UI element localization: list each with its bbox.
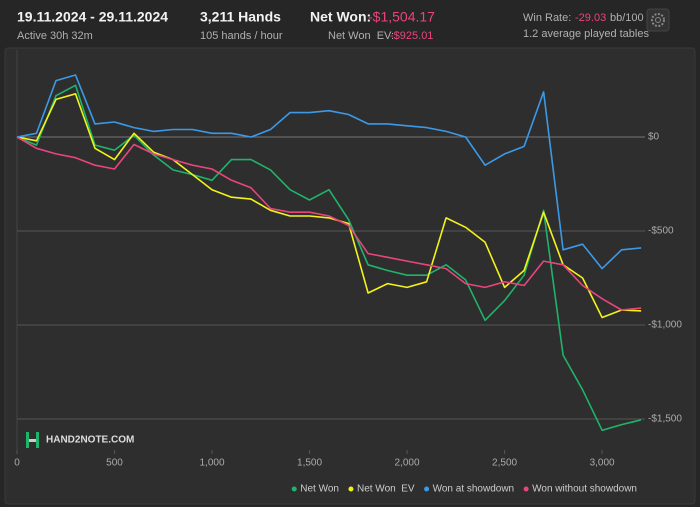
- chart-panel: [4, 47, 696, 505]
- legend: Net Won Net Won EV Won at showdown Won with…: [291, 484, 637, 495]
- series-line: [16, 74, 642, 270]
- settings-button[interactable]: [646, 8, 670, 32]
- hands-rate: 105 hands / hour: [200, 30, 283, 42]
- legend-marker: [348, 486, 354, 492]
- win-rate-label: Win Rate:: [523, 12, 571, 24]
- y-tick-label: -$1,500: [648, 414, 682, 425]
- x-tick-label: 1,000: [200, 458, 225, 469]
- legend-marker: [523, 486, 529, 492]
- net-won-ev-value: -$925.01: [390, 30, 433, 42]
- active-time: Active 30h 32m: [17, 30, 93, 42]
- y-tick-label: -$1,000: [648, 320, 682, 331]
- net-won-label: Net Won:: [310, 9, 371, 25]
- legend-marker: [424, 486, 430, 492]
- x-tick-label: 2,500: [492, 458, 517, 469]
- legend-marker: [291, 486, 297, 492]
- x-tick-label: 500: [106, 458, 123, 469]
- net-won-ev-label: Net Won EV:: [328, 30, 394, 42]
- series-line: [16, 136, 642, 311]
- date-range: 19.11.2024 - 29.11.2024: [17, 9, 168, 25]
- legend-label: Won without showdown: [532, 484, 637, 495]
- hands: 3,211 Hands: [200, 9, 281, 25]
- net-won-value: -$1,504.17: [368, 9, 435, 25]
- win-rate-value: -29.03: [575, 12, 606, 24]
- tables: 1.2 average played tables: [523, 28, 649, 40]
- x-tick-label: 3,000: [590, 458, 615, 469]
- win-rate-unit: bb/100: [610, 12, 644, 24]
- series-line: [16, 93, 642, 319]
- x-tick-label: 2,000: [395, 458, 420, 469]
- legend-label: Net Won: [300, 484, 339, 495]
- logo: HAND2NOTE.COM: [26, 432, 134, 448]
- legend-label: Net Won EV: [357, 484, 415, 495]
- y-tick-label: -$500: [648, 226, 674, 237]
- x-tick-label: 1,500: [297, 458, 322, 469]
- x-tick-label: 0: [14, 458, 20, 469]
- y-tick-label: $0: [648, 132, 660, 143]
- watermark: HAND2NOTE.COM: [46, 435, 134, 446]
- legend-label: Won at showdown: [433, 484, 515, 495]
